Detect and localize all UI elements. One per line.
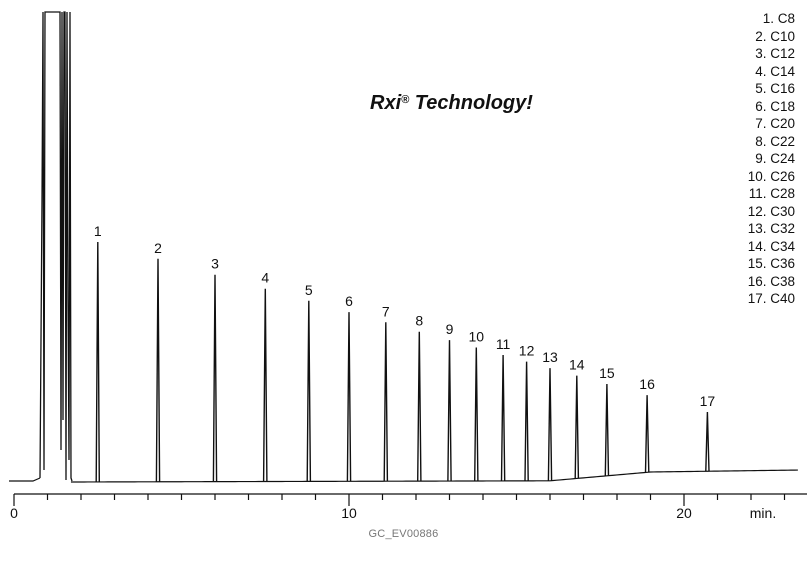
legend-entry: 16. C38 <box>747 273 795 289</box>
legend-entry: 1. C8 <box>762 11 795 26</box>
annotation-name: Rxi <box>370 92 402 114</box>
peak-layer <box>95 241 710 482</box>
peak-16 <box>644 395 650 473</box>
peak-label-6: 6 <box>345 293 353 309</box>
peak-label-17: 17 <box>700 393 716 409</box>
peak-label-12: 12 <box>519 343 535 359</box>
legend-entry: 6. C18 <box>755 98 795 114</box>
peak-15 <box>604 383 610 476</box>
peak-8 <box>417 331 422 482</box>
peak-1 <box>95 241 100 482</box>
peak-label-2: 2 <box>154 240 162 256</box>
peak-2 <box>155 258 161 482</box>
legend-entry: 14. C34 <box>747 238 795 254</box>
peak-label-8: 8 <box>415 313 423 329</box>
peak-label-15: 15 <box>599 365 615 381</box>
legend-entry: 4. C14 <box>755 63 795 79</box>
peak-label-1: 1 <box>94 223 102 239</box>
x-unit-label: min. <box>750 505 776 521</box>
legend-entry: 17. C40 <box>747 291 795 306</box>
peak-label-4: 4 <box>261 270 269 286</box>
peak-6 <box>346 312 352 482</box>
registered-mark: ® <box>401 94 410 106</box>
technology-annotation: Rxi® Technology! <box>370 92 533 115</box>
figure-code: GC_EV00886 <box>368 528 439 540</box>
legend-entry: 15. C36 <box>747 256 795 271</box>
trace-layer <box>9 11 798 483</box>
annotation-rest: Technology! <box>409 92 533 114</box>
peak-5 <box>306 300 312 482</box>
legend-entry: 10. C26 <box>747 168 795 184</box>
compound-legend: 1. C8 2. C10 3. C12 4. C14 5. C16 6. C18 7. C2… <box>748 10 795 308</box>
x-axis: 0 10 20 min. <box>10 493 807 521</box>
peak-10 <box>474 347 479 482</box>
peak-label-5: 5 <box>305 282 313 298</box>
peak-label-16: 16 <box>639 376 655 392</box>
peak-label-14: 14 <box>569 357 585 373</box>
legend-entry: 2. C10 <box>755 28 795 44</box>
legend-entry: 7. C20 <box>755 116 795 131</box>
peak-11 <box>500 354 506 481</box>
x-tick-label: 0 <box>10 505 18 521</box>
x-tick-label: 20 <box>676 505 692 521</box>
legend-entry: 12. C30 <box>747 203 795 219</box>
baseline-trace <box>70 469 798 483</box>
legend-entry: 11. C28 <box>748 186 795 201</box>
peak-label-3: 3 <box>211 256 219 272</box>
peak-14 <box>574 375 580 479</box>
solvent-front <box>39 11 73 482</box>
legend-entry: 8. C22 <box>755 133 795 149</box>
baseline-lead <box>9 477 41 482</box>
peak-4 <box>262 288 268 482</box>
peak-label-9: 9 <box>446 321 454 337</box>
peak-7 <box>383 322 389 482</box>
legend-entry: 5. C16 <box>755 81 795 96</box>
legend-entry: 9. C24 <box>755 151 795 166</box>
peak-9 <box>447 340 452 482</box>
peak-label-7: 7 <box>382 303 390 319</box>
peak-13 <box>547 368 553 481</box>
legend-entry: 3. C12 <box>755 46 795 61</box>
x-tick-label: 10 <box>341 505 357 521</box>
legend-entry: 13. C32 <box>747 221 795 236</box>
peak-label-11: 11 <box>496 336 511 352</box>
peak-17 <box>705 411 710 472</box>
peak-12 <box>524 361 529 481</box>
peak-3 <box>212 274 218 482</box>
peak-label-10: 10 <box>469 329 485 345</box>
peak-label-13: 13 <box>542 349 558 365</box>
